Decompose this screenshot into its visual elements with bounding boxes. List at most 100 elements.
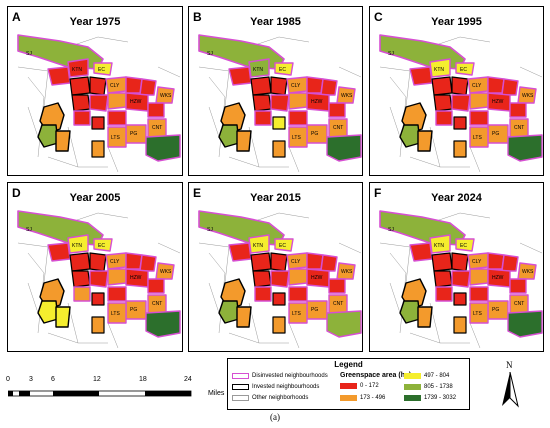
neighbourhood-w3 [236, 306, 252, 328]
neighbourhood-n1 [228, 242, 252, 262]
neighbourhood-c3 [139, 78, 157, 96]
street-line [288, 146, 300, 173]
neighbourhood-n1 [228, 66, 252, 86]
neighbourhood-s3 [288, 110, 308, 126]
neighbourhood-e1 [326, 310, 362, 338]
neighbourhood-label: WKS [341, 269, 353, 275]
street-line [67, 212, 129, 224]
neighbourhood-ktn [429, 58, 451, 78]
neighbourhood-label: HZW [130, 99, 142, 105]
neighbourhood-s2 [272, 292, 286, 306]
street-line [228, 156, 289, 168]
street-line [429, 36, 491, 48]
street-line [27, 106, 39, 138]
street-line [47, 156, 108, 168]
street-line [67, 36, 129, 48]
scale-bar: 0 3 6 12 18 24 Miles [6, 376, 231, 406]
neighbourhood-e1 [507, 134, 543, 162]
street-line [208, 106, 220, 138]
scale-tick-label: 24 [184, 376, 192, 383]
neighbourhood-label: HZW [492, 275, 504, 281]
neighbourhood-label: LTS [111, 135, 120, 141]
neighbourhood-c3 [139, 254, 157, 272]
scale-tick-label: 0 [6, 376, 10, 383]
class-swatch [404, 395, 421, 401]
neighbourhood-n2 [69, 252, 91, 272]
panel-title: Year 2005 [69, 192, 121, 204]
street-line [519, 242, 543, 254]
neighbourhood-wks [517, 86, 537, 104]
legend-title: Legend [334, 360, 363, 369]
neighbourhood-m4 [147, 102, 165, 118]
street-line [389, 106, 401, 138]
neighbourhood-label: SJ [26, 51, 32, 57]
disinvested-label: Disinvested neighbourhoods [252, 373, 328, 379]
neighbourhood-c2 [306, 76, 324, 94]
neighbourhood-label: CLY [472, 83, 482, 89]
neighbourhood-m2 [451, 94, 471, 112]
neighbourhood-wks [155, 262, 175, 280]
neighbourhood-s3 [288, 286, 308, 302]
map-panel: D Year 2005 SJ KTN EC CLY WKS HZW CNT PG LTS [7, 182, 183, 352]
neighbourhood-lts [469, 302, 489, 324]
neighbourhood-lts [469, 126, 489, 148]
neighbourhood-label: PG [492, 131, 499, 137]
neighbourhood-lts [288, 126, 308, 148]
panel-letter: C [374, 10, 383, 24]
neighbourhood-ec [93, 238, 113, 252]
neighbourhood-w2 [218, 300, 240, 324]
neighbourhood-c2 [125, 76, 143, 94]
panel-letter: E [193, 186, 202, 200]
neighbourhood-n2 [250, 76, 272, 96]
neighbourhood-n3 [270, 252, 288, 272]
neighbourhood-w2 [399, 300, 421, 324]
neighbourhood-map: SJ KTN EC CLY WKS HZW CNT PG LTS [198, 34, 362, 173]
neighbourhood-m4 [328, 278, 346, 294]
neighbourhood-ktn [67, 234, 89, 254]
neighbourhood-wks [155, 86, 175, 104]
neighbourhood-m3 [288, 92, 308, 110]
neighbourhood-label: HZW [311, 99, 323, 105]
class-swatch [340, 395, 357, 401]
neighbourhood-map: SJ KTN EC CLY WKS HZW CNT PG LTS [379, 210, 543, 349]
neighbourhood-m3 [107, 92, 127, 110]
neighbourhood-sm [91, 140, 105, 158]
class-swatch [404, 384, 421, 390]
figure-caption: (a) [270, 412, 280, 422]
neighbourhood-label: WKS [522, 269, 534, 275]
neighbourhood-sm [453, 140, 467, 158]
street-line [248, 36, 310, 48]
neighbourhood-c2 [306, 252, 324, 270]
street-line [469, 322, 481, 349]
disinvested-swatch [232, 373, 249, 379]
neighbourhood-ec [455, 238, 475, 252]
neighbourhood-ktn [248, 58, 270, 78]
neighbourhood-label: EC [279, 67, 286, 73]
neighbourhood-s1 [73, 110, 91, 126]
neighbourhood-label: CNT [514, 125, 524, 131]
neighbourhood-s1 [254, 110, 272, 126]
neighbourhood-ktn [67, 58, 89, 78]
panel-title: Year 2015 [250, 192, 301, 204]
neighbourhood-w3 [55, 306, 71, 328]
neighbourhood-c2 [487, 76, 505, 94]
neighbourhood-n1 [409, 242, 433, 262]
neighbourhood-map: SJ KTN EC CLY WKS HZW CNT PG LTS [17, 34, 181, 173]
neighbourhood-label: WKS [160, 93, 172, 99]
scale-tick-label: 12 [93, 376, 101, 383]
neighbourhood-ktn [429, 234, 451, 254]
neighbourhood-map: SJ KTN EC CLY WKS HZW CNT PG LTS [198, 210, 362, 349]
neighbourhood-wks [336, 86, 356, 104]
scale-bar-graphic [8, 390, 192, 397]
neighbourhood-w2 [399, 124, 421, 148]
neighbourhood-label: LTS [292, 311, 301, 317]
invested-label: Invested neighbourhoods [252, 384, 320, 390]
neighbourhood-c2 [125, 252, 143, 270]
street-line [389, 282, 401, 314]
map-panel: F Year 2024 SJ KTN EC CLY WKS HZW CNT PG LTS [369, 182, 544, 352]
neighbourhood-s1 [435, 286, 453, 302]
panel-letter: F [374, 186, 382, 200]
neighbourhood-ktn [248, 234, 270, 254]
panel-letter: B [193, 10, 202, 24]
neighbourhood-m1 [433, 270, 453, 288]
